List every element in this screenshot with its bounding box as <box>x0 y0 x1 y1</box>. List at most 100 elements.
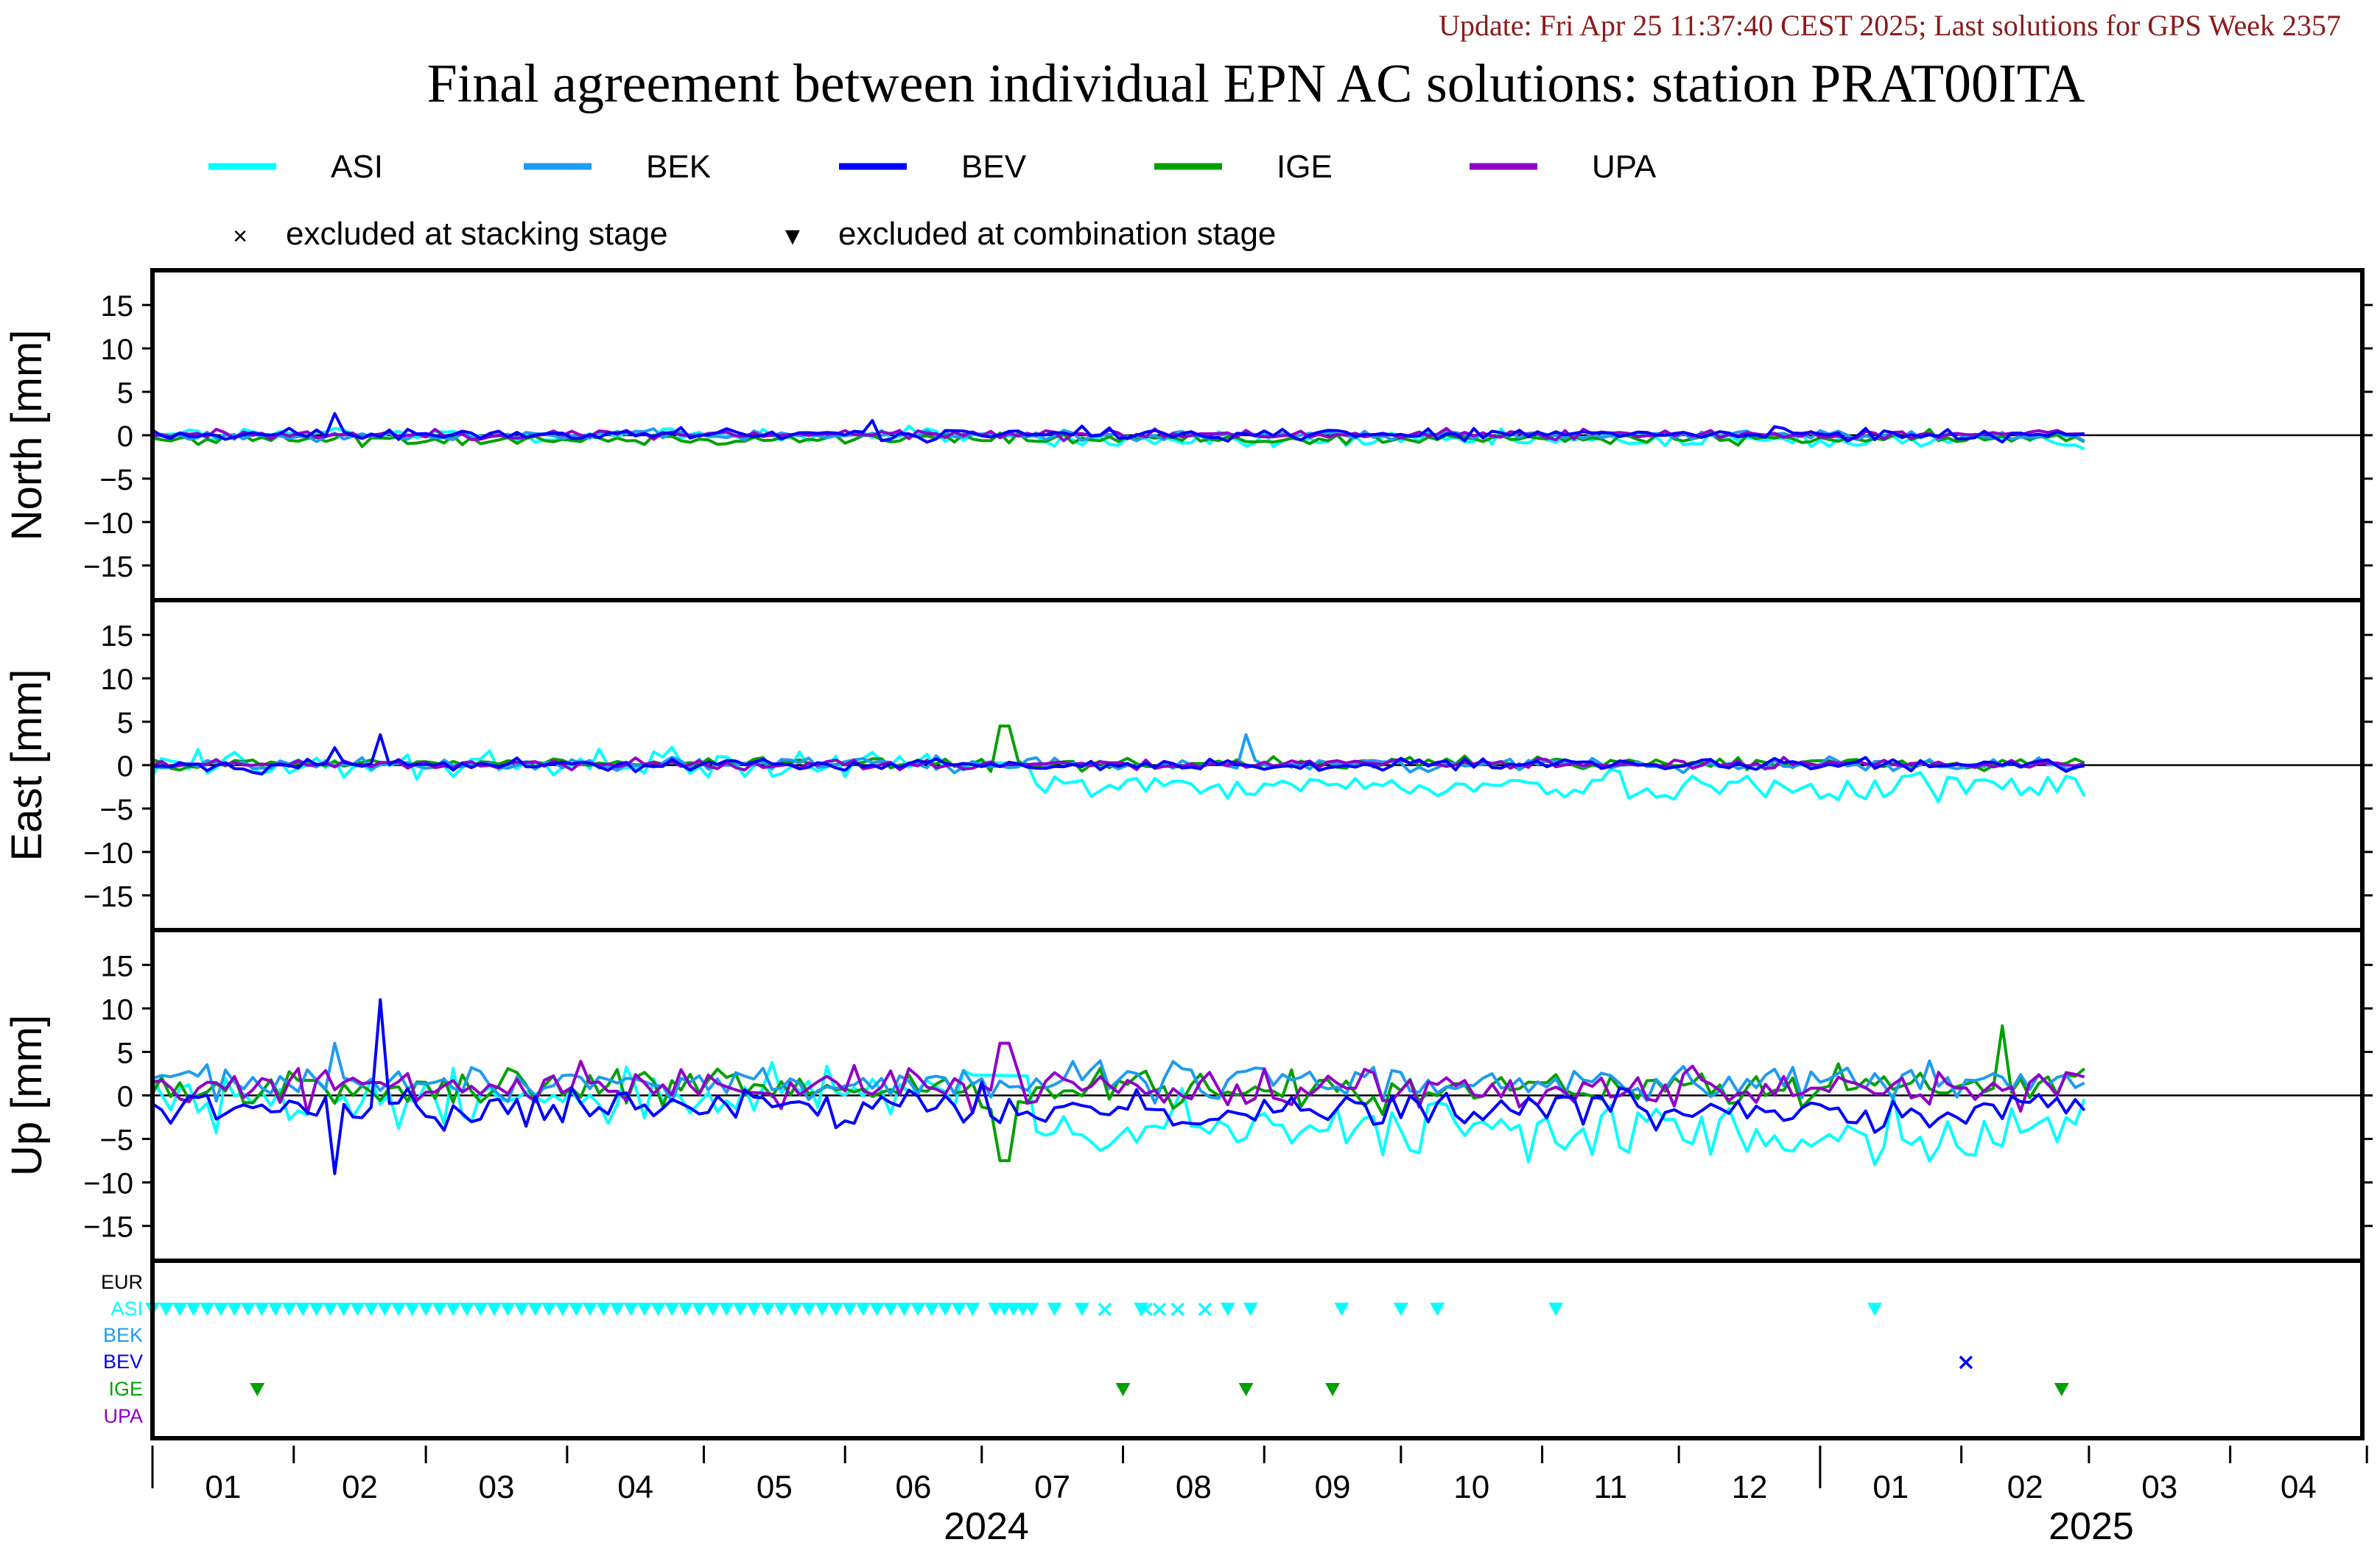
combination-exclusion-marker <box>815 1303 830 1316</box>
combination-exclusion-marker <box>1334 1303 1349 1316</box>
legend-marker-label-2: excluded at combination stage <box>838 216 1276 252</box>
exclusion-row-label-upa: UPA <box>103 1405 143 1427</box>
x-month-label: 12 <box>1732 1469 1768 1505</box>
x-year-label: 2024 <box>944 1505 1029 1545</box>
exclusion-row-label-bev: BEV <box>103 1351 143 1373</box>
x-month-label: 08 <box>1176 1469 1212 1505</box>
combination-exclusion-marker <box>1074 1303 1089 1316</box>
combination-exclusion-marker <box>432 1303 447 1316</box>
exclusion-row-label-bek: BEK <box>103 1324 143 1346</box>
combination-exclusion-marker <box>1238 1383 1254 1396</box>
combination-exclusion-marker <box>473 1303 488 1316</box>
y-axis-label: North [mm] <box>3 330 51 541</box>
combination-exclusion-marker <box>1220 1303 1235 1316</box>
stacking-exclusion-marker <box>1959 1355 1973 1370</box>
combination-exclusion-marker <box>281 1303 297 1316</box>
combination-exclusion-marker <box>732 1303 748 1316</box>
x-axis: 01 02 03 04 05 06 07 08 09 10 11 12 01 02 03 04 2024 2025 <box>151 1446 2368 1545</box>
y-tick-label: 5 <box>117 707 133 739</box>
combination-exclusion-marker <box>1134 1303 1149 1316</box>
exclusion-row-label-asi: ASI <box>110 1298 143 1320</box>
y-tick-label: 0 <box>117 420 133 453</box>
y-axis-label: Up [mm] <box>3 1015 51 1176</box>
y-tick-label: 5 <box>117 377 133 409</box>
combination-exclusion-marker <box>623 1303 639 1316</box>
combination-exclusion-marker <box>418 1303 434 1316</box>
legend: ASI BEK BEV IGE UPA × excluded at stacking sta… <box>208 149 1657 252</box>
combination-exclusion-marker <box>240 1303 256 1316</box>
legend-label-ige: IGE <box>1277 149 1333 185</box>
combination-exclusion-marker <box>609 1303 625 1316</box>
combination-exclusion-marker <box>787 1303 803 1316</box>
combination-exclusion-marker <box>295 1303 311 1316</box>
combination-exclusion-marker <box>924 1303 939 1316</box>
x-month-label: 02 <box>2007 1469 2043 1505</box>
combination-exclusion-marker <box>650 1303 666 1316</box>
combination-exclusion-marker <box>250 1383 265 1396</box>
combination-exclusion-marker <box>951 1303 966 1316</box>
y-tick-label: 10 <box>101 664 134 696</box>
combination-exclusion-marker <box>801 1303 816 1316</box>
series-line-bek <box>152 1041 2085 1105</box>
exclusion-row-label-eur: EUR <box>101 1271 143 1293</box>
series-line-upa <box>152 1041 2085 1115</box>
x-year-label: 2025 <box>2049 1505 2134 1545</box>
y-tick-label: 15 <box>101 290 134 323</box>
series-line-bev <box>151 412 2085 444</box>
x-month-label: 01 <box>1872 1469 1909 1505</box>
y-tick-label: 10 <box>101 334 134 366</box>
combination-exclusion-marker <box>1243 1303 1258 1316</box>
y-tick-label: −10 <box>83 507 133 540</box>
y-tick-label: −15 <box>83 1211 133 1244</box>
combination-exclusion-marker <box>555 1303 570 1316</box>
legend-label-asi: ASI <box>331 149 383 185</box>
combination-exclusion-marker <box>855 1303 871 1316</box>
combination-exclusion-marker <box>883 1303 899 1316</box>
x-month-label: 06 <box>896 1469 932 1505</box>
combination-exclusion-marker <box>760 1303 776 1316</box>
combination-exclusion-marker <box>336 1303 351 1316</box>
combination-exclusion-marker <box>527 1303 543 1316</box>
y-tick-label: 15 <box>101 950 134 982</box>
x-month-label: 07 <box>1034 1469 1070 1505</box>
combination-exclusion-marker <box>896 1303 912 1316</box>
combination-exclusion-marker <box>541 1303 557 1316</box>
y-tick-label: −15 <box>83 551 133 583</box>
combination-exclusion-marker <box>158 1303 174 1316</box>
combination-exclusion-marker <box>637 1303 653 1316</box>
stacking-exclusion-marker <box>1170 1302 1184 1317</box>
combination-exclusion-marker <box>446 1303 461 1316</box>
combination-exclusion-marker <box>486 1303 502 1316</box>
series-line-bev <box>152 733 2085 775</box>
y-tick-label: −5 <box>99 794 133 826</box>
combination-exclusion-marker <box>719 1303 734 1316</box>
combination-exclusion-marker <box>692 1303 707 1316</box>
combination-exclusion-marker <box>582 1303 597 1316</box>
combination-exclusion-marker <box>350 1303 365 1316</box>
combination-exclusion-marker <box>213 1303 228 1316</box>
combination-exclusion-marker <box>596 1303 611 1316</box>
combination-exclusion-marker <box>828 1303 843 1316</box>
series-line-bev <box>151 998 2086 1175</box>
combination-exclusion-marker <box>1047 1303 1062 1316</box>
x-month-label: 03 <box>2141 1469 2177 1505</box>
legend-marker-symbol-1: × <box>233 222 248 250</box>
combination-exclusion-marker <box>200 1303 215 1316</box>
combination-exclusion-marker <box>391 1303 407 1316</box>
series-line-upa <box>152 426 2085 443</box>
combination-exclusion-marker <box>309 1303 324 1316</box>
y-tick-label: −15 <box>83 881 133 913</box>
legend-label-bek: BEK <box>646 149 711 185</box>
combination-exclusion-marker <box>1867 1303 1883 1316</box>
y-tick-label: 0 <box>117 750 133 783</box>
combination-exclusion-marker <box>227 1303 242 1316</box>
combination-exclusion-marker <box>268 1303 284 1316</box>
combination-exclusion-marker <box>569 1303 584 1316</box>
panel-2: 15 10 5 0 −5 −10 −15 East [mm] <box>3 598 2373 932</box>
y-axis-label: East [mm] <box>3 669 51 861</box>
x-month-label: 11 <box>1594 1469 1628 1505</box>
stacking-exclusion-marker <box>1139 1302 1153 1317</box>
combination-exclusion-marker <box>1393 1303 1408 1316</box>
combination-exclusion-marker <box>323 1303 338 1316</box>
combination-exclusion-marker <box>1548 1303 1564 1316</box>
